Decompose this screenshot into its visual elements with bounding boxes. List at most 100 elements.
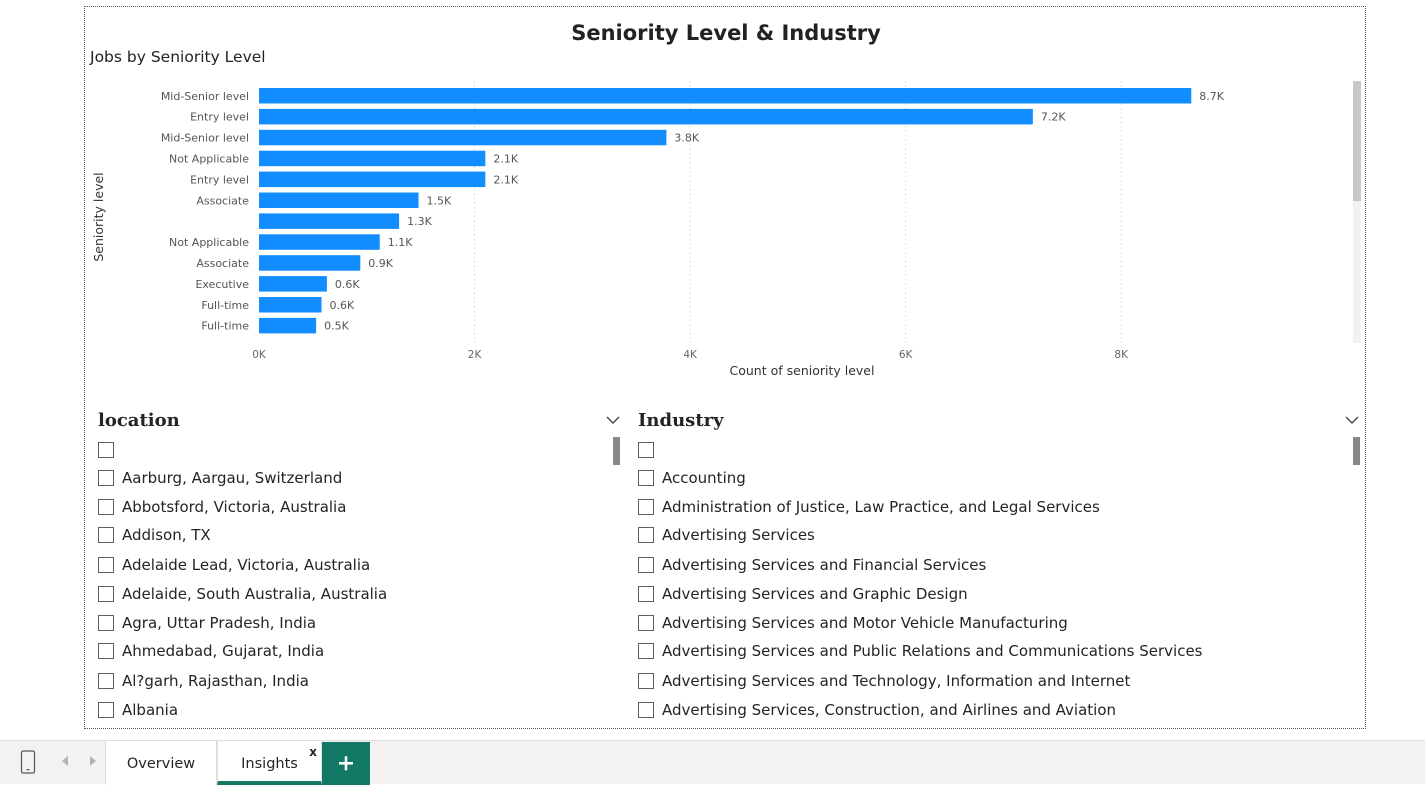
visual-container[interactable]: Seniority Level & Industry Jobs by Senio… <box>84 6 1366 729</box>
slicer-title: Industry <box>638 410 724 431</box>
slicer-item[interactable]: Advertising Services and Financial Servi… <box>638 554 986 576</box>
slicer-item[interactable] <box>638 727 654 730</box>
previous-page-icon[interactable] <box>58 753 72 769</box>
category-label: Entry level <box>190 173 249 186</box>
data-label: 8.7K <box>1199 90 1224 103</box>
slicer-item-label: Administration of Justice, Law Practice,… <box>662 498 1100 516</box>
bar-chart[interactable]: Mid-Senior level Entry level Mid-Senior le… <box>85 7 1367 397</box>
slicer-item-label: Adelaide Lead, Victoria, Australia <box>122 556 371 574</box>
slicer-item[interactable]: Administration of Justice, Law Practice,… <box>638 496 1100 518</box>
slicer-item[interactable] <box>638 439 654 461</box>
data-label: 2.1K <box>493 152 518 165</box>
add-page-button[interactable] <box>322 742 370 785</box>
slicer-item[interactable]: Advertising Services, Construction, and … <box>638 699 1116 721</box>
checkbox[interactable] <box>98 586 114 602</box>
slicer-item[interactable]: Advertising Services and Motor Vehicle M… <box>638 612 1068 634</box>
chevron-down-icon[interactable] <box>605 413 621 427</box>
data-label: 0.6K <box>330 299 355 312</box>
data-label: 0.9K <box>368 257 393 270</box>
x-tick-label: 2K <box>468 349 483 361</box>
checkbox[interactable] <box>98 643 114 659</box>
slicer-item[interactable] <box>98 439 114 461</box>
checkbox[interactable] <box>98 499 114 515</box>
slicer-item[interactable]: Accounting <box>638 467 746 489</box>
category-label: Not Applicable <box>169 152 249 165</box>
slicer-item[interactable] <box>98 727 114 730</box>
slicer-item[interactable]: Albania <box>98 699 178 721</box>
slicer-item[interactable]: Al?garh, Rajasthan, India <box>98 670 309 692</box>
plus-icon <box>339 756 353 771</box>
slicer-item[interactable]: Aarburg, Aargau, Switzerland <box>98 467 342 489</box>
bar[interactable] <box>259 255 361 271</box>
checkbox[interactable] <box>638 527 654 543</box>
bar[interactable] <box>259 171 486 188</box>
bar[interactable] <box>259 276 327 292</box>
slicer-item[interactable]: Ahmedabad, Gujarat, India <box>98 640 324 662</box>
close-tab-button[interactable]: x <box>309 745 317 759</box>
chevron-down-icon[interactable] <box>1344 413 1360 427</box>
slicer-scrollbar-thumb[interactable] <box>1353 437 1360 465</box>
bar[interactable] <box>259 213 400 229</box>
slicer-item-label: Advertising Services and Graphic Design <box>662 585 968 603</box>
bar[interactable] <box>259 192 419 209</box>
bar[interactable] <box>259 317 317 334</box>
category-label: Not Applicable <box>169 236 249 249</box>
location-slicer: location Aarburg, Aargau, Switzerland Abb… <box>98 407 621 730</box>
checkbox[interactable] <box>98 442 114 458</box>
tab-insights[interactable]: Insights x <box>217 741 322 785</box>
checkbox[interactable] <box>638 470 654 486</box>
tab-label: Overview <box>126 756 196 772</box>
slicer-scrollbar-thumb[interactable] <box>613 437 620 465</box>
category-label: Full-time <box>201 299 249 312</box>
bar[interactable] <box>259 129 667 146</box>
slicer-item[interactable]: Advertising Services and Technology, Inf… <box>638 670 1130 692</box>
slicer-item[interactable]: Advertising Services <box>638 524 815 546</box>
slicer-item-label: Advertising Services, Construction, and … <box>662 701 1117 719</box>
next-page-icon[interactable] <box>86 753 100 769</box>
slicer-item[interactable]: Advertising Services and Public Relation… <box>638 640 1203 662</box>
bar[interactable] <box>259 234 380 250</box>
checkbox[interactable] <box>638 442 654 458</box>
category-label: Executive <box>195 278 249 291</box>
checkbox[interactable] <box>98 557 114 573</box>
checkbox[interactable] <box>638 702 654 718</box>
checkbox[interactable] <box>638 557 654 573</box>
checkbox[interactable] <box>638 643 654 659</box>
checkbox[interactable] <box>638 673 654 689</box>
checkbox[interactable] <box>638 499 654 515</box>
category-label: Entry level <box>190 111 249 124</box>
bar[interactable] <box>259 150 486 167</box>
checkbox[interactable] <box>98 702 114 718</box>
slicer-item[interactable]: Addison, TX <box>98 524 211 546</box>
checkbox[interactable] <box>98 673 114 689</box>
checkbox[interactable] <box>638 586 654 602</box>
bar[interactable] <box>259 297 322 313</box>
slicer-item-label: Aarburg, Aargau, Switzerland <box>122 469 343 487</box>
checkbox[interactable] <box>98 527 114 543</box>
chart-scrollbar-thumb[interactable] <box>1353 81 1361 201</box>
slicer-item[interactable]: Abbotsford, Victoria, Australia <box>98 496 346 518</box>
slicer-item-label: Advertising Services and Technology, Inf… <box>662 672 1131 690</box>
bar[interactable] <box>259 108 1033 125</box>
category-label: Mid-Senior level <box>161 90 249 103</box>
slicer-item[interactable]: Agra, Uttar Pradesh, India <box>98 612 316 634</box>
slicer-item[interactable]: Adelaide, South Australia, Australia <box>98 583 387 605</box>
tab-label: Insights <box>241 756 298 772</box>
data-label: 1.5K <box>427 194 452 207</box>
chart-scrollbar-track[interactable] <box>1353 81 1361 343</box>
checkbox[interactable] <box>98 615 114 631</box>
slicer-header: location <box>98 407 621 437</box>
slicer-item[interactable]: Advertising Services and Graphic Design <box>638 583 968 605</box>
checkbox[interactable] <box>638 615 654 631</box>
data-label: 0.6K <box>335 278 360 291</box>
location-list: Aarburg, Aargau, Switzerland Abbotsford, … <box>98 437 621 730</box>
slicer-item[interactable]: Adelaide Lead, Victoria, Australia <box>98 554 370 576</box>
category-label: Associate <box>196 257 249 270</box>
page-tab-bar: Overview Insights x <box>0 740 1425 785</box>
data-label: 1.1K <box>388 236 413 249</box>
tab-overview[interactable]: Overview <box>105 741 217 785</box>
x-tick-label: 4K <box>683 349 698 361</box>
checkbox[interactable] <box>98 470 114 486</box>
mobile-layout-icon[interactable] <box>20 750 36 774</box>
bar[interactable] <box>259 88 1192 104</box>
